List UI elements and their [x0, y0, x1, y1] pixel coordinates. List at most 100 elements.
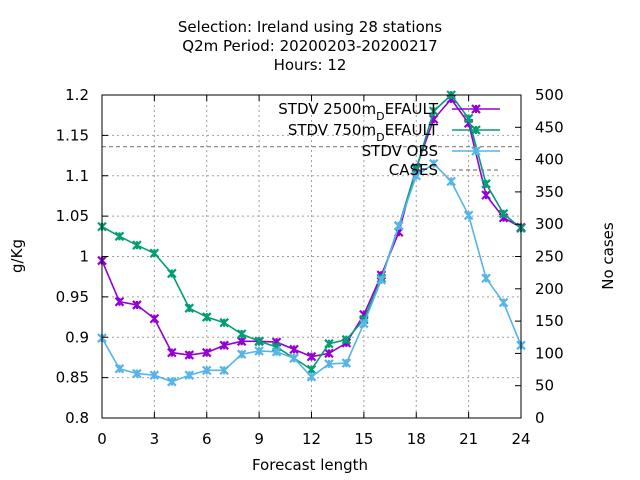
data-point: [471, 125, 481, 135]
data-point: [254, 336, 264, 347]
x-tick-label: 21: [459, 430, 478, 448]
data-point: [219, 340, 229, 351]
data-point: [132, 368, 142, 379]
x-tick-label: 24: [511, 430, 530, 448]
data-point: [149, 370, 160, 380]
data-point: [306, 372, 317, 382]
data-point: [411, 170, 422, 181]
x-tick-label: 0: [97, 430, 107, 448]
data-point: [446, 176, 456, 187]
x-tick-label: 12: [302, 430, 321, 448]
title-line: Selection: Ireland using 28 stations: [178, 18, 442, 36]
data-point: [114, 296, 125, 307]
y2-tick-label: 500: [535, 86, 564, 104]
legend-label: STDV 2500mDEFAULT: [278, 100, 439, 123]
data-point: [306, 364, 317, 375]
data-point: [167, 347, 177, 358]
data-point: [114, 363, 125, 374]
y2-tick-label: 100: [535, 344, 564, 362]
data-point: [236, 329, 247, 339]
series-group: [97, 94, 526, 362]
title-line: Hours: 12: [274, 56, 347, 74]
legend-label: STDV 750mDEFAULT: [288, 121, 439, 144]
data-point: [481, 273, 491, 284]
data-point: [428, 158, 439, 169]
chart-title: Selection: Ireland using 28 stationsQ2m …: [178, 18, 442, 74]
data-point: [201, 347, 212, 358]
data-point: [394, 221, 404, 231]
data-point: [471, 104, 481, 114]
data-point: [149, 248, 160, 259]
data-point: [167, 376, 177, 387]
data-point: [471, 146, 481, 156]
legend-label: STDV OBS: [362, 142, 438, 160]
y2-tick-label: 350: [535, 183, 564, 201]
data-point: [254, 346, 264, 356]
data-point: [184, 370, 195, 380]
y-tick-label: 1.2: [65, 86, 89, 104]
y-tick-label: 0.9: [65, 328, 89, 346]
x-tick-label: 18: [407, 430, 426, 448]
x-tick-label: 3: [150, 430, 160, 448]
x-tick-label: 15: [354, 430, 373, 448]
data-point: [481, 179, 491, 189]
series-group: [97, 158, 526, 387]
data-point: [324, 338, 334, 349]
data-point: [359, 318, 369, 329]
data-point: [498, 208, 509, 219]
data-point: [114, 231, 125, 242]
data-point: [201, 365, 212, 376]
x-axis-label: Forecast length: [252, 456, 368, 474]
data-point: [219, 317, 229, 328]
data-point: [324, 348, 334, 359]
y2-tick-label: 300: [535, 215, 564, 233]
legend-label: CASES: [389, 161, 438, 179]
data-point: [289, 353, 299, 364]
y-tick-label: 0.85: [56, 369, 89, 387]
data-point: [236, 349, 247, 359]
data-point: [306, 351, 317, 362]
data-point: [132, 300, 142, 310]
data-point: [167, 268, 177, 279]
data-point: [341, 358, 352, 368]
data-point: [463, 113, 474, 124]
y2-tick-label: 0: [535, 409, 545, 427]
y-tick-label: 0.8: [65, 409, 89, 427]
title-line: Q2m Period: 20200203-20200217: [182, 37, 437, 55]
data-point: [463, 210, 474, 221]
y2-tick-label: 400: [535, 151, 564, 169]
y2-tick-label: 50: [535, 377, 554, 395]
data-point: [324, 359, 334, 369]
y-tick-label: 1.1: [65, 167, 89, 185]
series-layer: [97, 90, 526, 387]
y2-tick-label: 250: [535, 248, 564, 266]
x-tick-label: 6: [202, 430, 212, 448]
y2-tick-label: 200: [535, 280, 564, 298]
data-point: [289, 344, 299, 355]
y-tick-label: 0.95: [56, 288, 89, 306]
y2-tick-label: 450: [535, 118, 564, 136]
data-point: [498, 297, 509, 308]
data-point: [201, 312, 212, 322]
data-point: [481, 190, 491, 200]
data-point: [149, 313, 160, 324]
data-point: [184, 303, 195, 313]
y2-axis-label: No cases: [599, 222, 617, 290]
data-point: [132, 240, 142, 250]
y-tick-label: 1.15: [56, 126, 89, 144]
data-point: [219, 365, 229, 376]
data-point: [341, 334, 352, 345]
data-point: [428, 106, 439, 116]
y-axis-label: g/Kg: [8, 239, 26, 273]
data-point: [184, 350, 195, 360]
x-tick-label: 9: [254, 430, 264, 448]
y2-tick-label: 150: [535, 312, 564, 330]
data-point: [376, 275, 387, 285]
data-point: [236, 336, 247, 347]
y-tick-label: 1: [79, 248, 89, 266]
data-point: [271, 347, 282, 357]
axis-ticks: 0 3 6 9 12 15 18 21 24 0.8 0.85 0.9 0.95 1 1.05 1.1 1.15…: [56, 86, 564, 448]
y-tick-label: 1.05: [56, 207, 89, 225]
